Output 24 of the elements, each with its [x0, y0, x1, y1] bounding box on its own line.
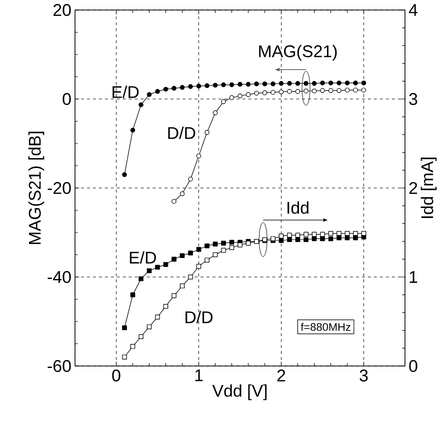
x-tick-label: 0	[112, 370, 120, 382]
annotation: MAG(S21)	[259, 44, 337, 61]
y2-tick-label: 1	[410, 271, 418, 283]
y2-tick-label: 0	[409, 360, 418, 372]
x-tick-label: 3	[360, 370, 368, 382]
y2-tick-label: 4	[408, 4, 418, 16]
y2-axis-title: Idd [mA]	[420, 158, 437, 218]
series-label: D/D	[168, 126, 196, 140]
y-tick-label: 20	[54, 4, 71, 16]
x-tick-label: 2	[277, 370, 286, 382]
y2-tick-label: 3	[409, 93, 418, 105]
y-axis-title: MAG(S21) [dB]	[28, 132, 44, 244]
series-label: D/D	[186, 310, 213, 324]
x-tick-label: 1	[195, 370, 203, 382]
x-axis-title: Vdd [V]	[212, 384, 267, 400]
y-tick-label: -20	[48, 182, 71, 194]
series-label: E/D	[112, 86, 139, 98]
series-label: E/D	[130, 251, 156, 264]
y-tick-label: -60	[48, 360, 71, 372]
y2-tick-label: 2	[409, 182, 418, 194]
y-tick-label: -40	[48, 271, 71, 284]
annotation: Idd	[288, 201, 308, 214]
annotation: f=880MHz	[300, 322, 350, 331]
y-tick-label: 0	[62, 93, 71, 106]
